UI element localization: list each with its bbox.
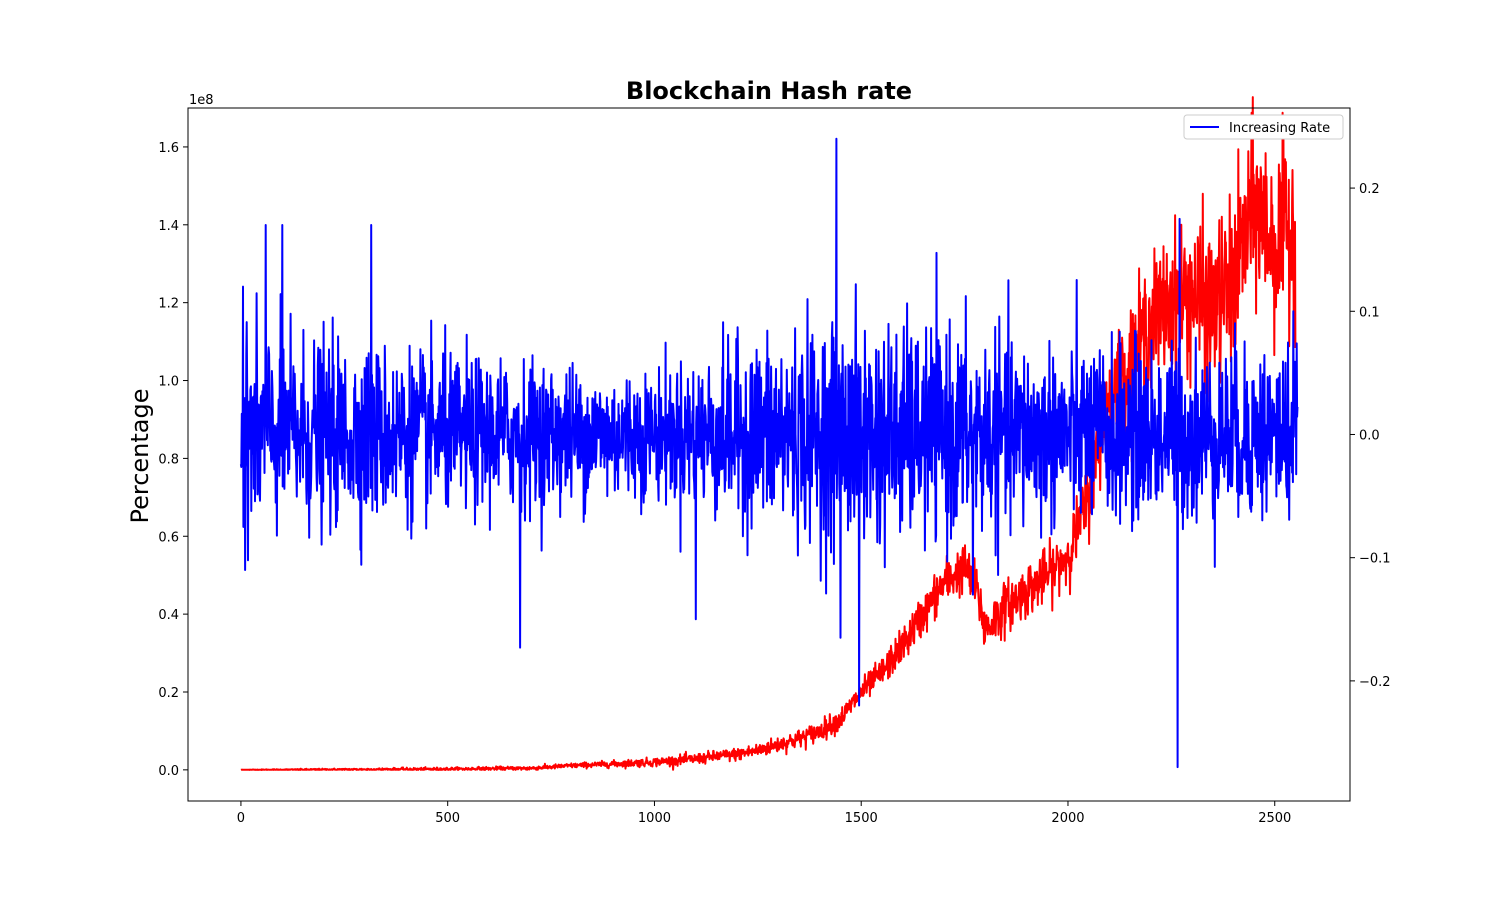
- y-left-tick-label: 0.6: [158, 530, 179, 545]
- y-left-tick-label: 1.6: [158, 141, 179, 156]
- y-left-tick-label: 1.4: [158, 219, 179, 234]
- series-layer: [239, 96, 1299, 771]
- y-left-tick-label: 1.2: [158, 297, 179, 312]
- increasing-rate-line: [239, 137, 1299, 769]
- y-right-tick-label: −0.2: [1359, 675, 1391, 690]
- legend: Increasing Rate: [1183, 114, 1344, 140]
- y-left-tick-label: 0.2: [158, 686, 179, 701]
- y-right-tick-label: 0.1: [1359, 305, 1380, 320]
- y-left-tick-label: 0.0: [158, 764, 179, 779]
- chart-title: Blockchain Hash rate: [626, 77, 912, 105]
- x-tick-label: 1000: [638, 811, 671, 826]
- x-tick-label: 0: [237, 811, 245, 826]
- plot-frame: [187, 107, 1351, 802]
- y-left-tick-label: 0.4: [158, 608, 179, 623]
- y-left-tick-label: 1.0: [158, 375, 179, 390]
- x-axis-ticks: 0 500 1000 1500 2000 2500: [237, 801, 1291, 826]
- legend-box: [1183, 114, 1344, 140]
- y-right-tick-label: 0.0: [1359, 428, 1380, 443]
- legend-label: Increasing Rate: [1229, 121, 1330, 136]
- y-left-axis-ticks: 0.0 0.2 0.4 0.6 0.8 1.0 1.2 1.4 1.6: [158, 141, 188, 779]
- y-right-tick-label: −0.1: [1359, 552, 1391, 567]
- y-right-axis-ticks: −0.2 −0.1 0.0 0.1 0.2: [1350, 182, 1391, 690]
- y-axis-label: Percentage: [126, 388, 154, 523]
- x-tick-label: 2500: [1258, 811, 1291, 826]
- y-left-tick-label: 0.8: [158, 452, 179, 467]
- x-tick-label: 1500: [845, 811, 878, 826]
- y-offset-label: 1e8: [189, 93, 214, 108]
- x-tick-label: 2000: [1051, 811, 1084, 826]
- x-tick-label: 500: [435, 811, 460, 826]
- y-right-tick-label: 0.2: [1359, 182, 1380, 197]
